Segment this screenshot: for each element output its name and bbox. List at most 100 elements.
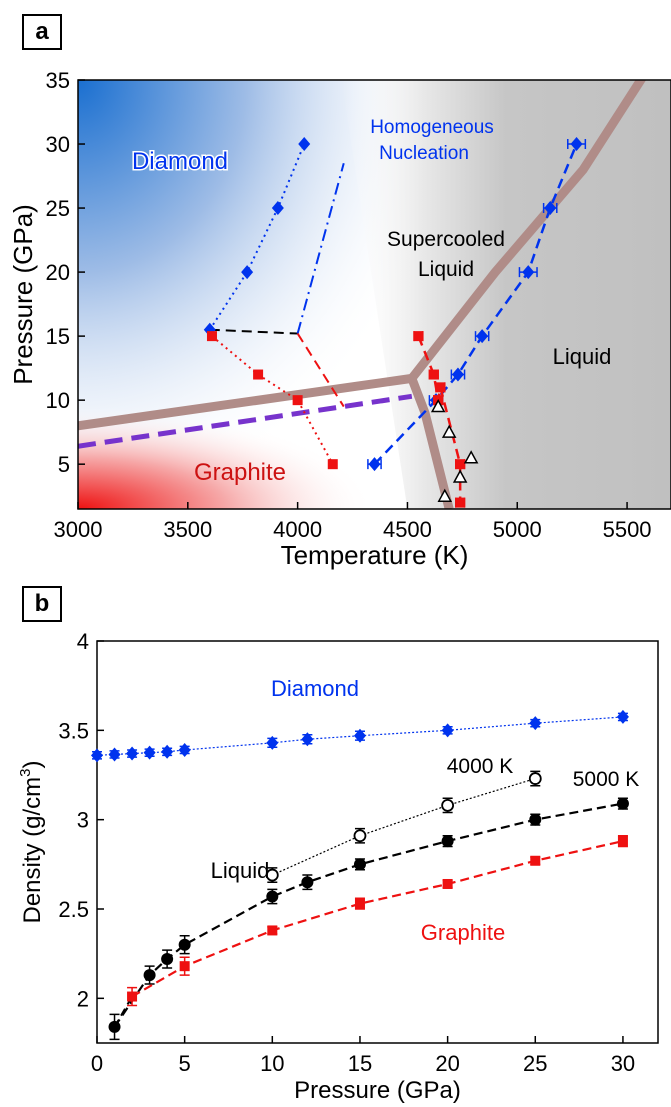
- data-point: [368, 457, 381, 472]
- x-tick-label: 3500: [163, 517, 212, 542]
- data-point: [353, 829, 367, 843]
- data-point: [143, 745, 156, 760]
- data-series: [203, 137, 587, 508]
- x-tick-label: 10: [260, 1051, 284, 1076]
- y-tick-label: 30: [46, 132, 70, 157]
- data-point: [463, 450, 479, 464]
- data-point: [301, 732, 314, 747]
- x-tick-label: 15: [348, 1051, 372, 1076]
- y-tick-label: 20: [46, 260, 70, 285]
- x-tick-label: 20: [435, 1051, 459, 1076]
- data-point: [354, 898, 365, 909]
- data-point: [476, 329, 489, 344]
- liquid-label: Liquid: [211, 858, 270, 883]
- y-tick-label: 2.5: [58, 897, 89, 922]
- data-point: [241, 265, 254, 280]
- data-point: [442, 878, 453, 889]
- y-axis-label-sup: 3: [17, 768, 34, 776]
- diamond-label: Diamond: [132, 148, 228, 175]
- y-tick-label: 2: [77, 986, 89, 1011]
- data-point: [616, 797, 629, 810]
- guide-lines: [209, 162, 345, 408]
- series-line-1: [272, 777, 536, 876]
- data-point: [271, 201, 284, 216]
- data-point: [266, 890, 279, 903]
- nucleation-label-line1: Homogeneous: [370, 117, 494, 138]
- y-tick-label: 15: [46, 324, 70, 349]
- data-point: [441, 723, 454, 738]
- phase-boundaries: [78, 80, 647, 509]
- y-tick-label: 3.5: [58, 718, 89, 743]
- data-point: [452, 469, 468, 483]
- data-point: [528, 772, 542, 785]
- data-point: [179, 961, 190, 972]
- data-point: [437, 488, 453, 502]
- plot-frame: [77, 79, 671, 510]
- data-point: [108, 1020, 121, 1033]
- data-point: [253, 369, 264, 380]
- data-point: [544, 201, 557, 216]
- data-point: [428, 369, 439, 380]
- data-point: [265, 868, 279, 882]
- data-point: [178, 938, 191, 951]
- data-point: [206, 331, 217, 342]
- series-line-1: [211, 335, 334, 465]
- data-point: [441, 798, 455, 812]
- x-tick-label: 4500: [383, 517, 432, 542]
- data-point: [178, 742, 191, 757]
- x-tick-label: 5: [179, 1051, 191, 1076]
- data-point: [530, 855, 541, 866]
- y-tick-label: 10: [46, 388, 70, 413]
- graphite-label: Graphite: [194, 459, 286, 486]
- data-point: [522, 265, 535, 280]
- phase-regions: [78, 80, 671, 509]
- data-point: [441, 424, 457, 438]
- graphite-liquid-line: [78, 373, 454, 509]
- data-series: [91, 709, 629, 1041]
- data-point: [266, 735, 279, 750]
- panel-label-a: a: [22, 14, 62, 50]
- y-axis-label-main: Density (g/cm: [19, 777, 46, 924]
- data-point: [292, 395, 303, 406]
- graphite-label: Graphite: [421, 920, 505, 945]
- y-tick-label: 3: [77, 808, 89, 833]
- data-point: [126, 746, 139, 761]
- x-tick-label: 30: [611, 1051, 635, 1076]
- label-5000k: 5000 K: [573, 768, 640, 791]
- data-point: [570, 137, 583, 152]
- plot-frame: [96, 640, 659, 1044]
- guide-line-2: [296, 333, 345, 408]
- data-point: [143, 969, 156, 982]
- y-axis-label: Pressure (GPa): [8, 204, 38, 385]
- data-point: [413, 331, 424, 342]
- supercooled-label-line2: Liquid: [418, 258, 474, 281]
- y-tick-label: 4: [77, 629, 89, 654]
- data-point: [327, 459, 338, 470]
- data-point: [616, 709, 629, 724]
- data-point: [451, 367, 464, 382]
- x-tick-label: 5500: [603, 517, 652, 542]
- y-axis-label: Density (g/cm3): [17, 760, 46, 923]
- panel-label-b: b: [22, 586, 62, 622]
- data-point: [91, 748, 103, 763]
- data-point: [455, 459, 466, 470]
- diamond-label: Diamond: [271, 676, 359, 701]
- data-point: [353, 728, 366, 743]
- data-point: [430, 398, 446, 413]
- x-axis-label: Temperature (K): [281, 540, 469, 570]
- graphite-diamond-line: [78, 393, 413, 449]
- data-point: [267, 925, 278, 936]
- label-4000k: 4000 K: [447, 755, 514, 778]
- data-point: [298, 137, 311, 152]
- y-axis-label-end: ): [19, 760, 46, 768]
- x-tick-label: 0: [91, 1051, 103, 1076]
- series-line-3: [131, 840, 624, 998]
- data-point: [127, 991, 138, 1002]
- guide-line-1: [296, 162, 345, 334]
- nucleation-label-line2: Nucleation: [379, 143, 469, 164]
- data-point: [529, 813, 542, 826]
- guide-line-0: [209, 328, 298, 335]
- y-tick-label: 25: [46, 196, 70, 221]
